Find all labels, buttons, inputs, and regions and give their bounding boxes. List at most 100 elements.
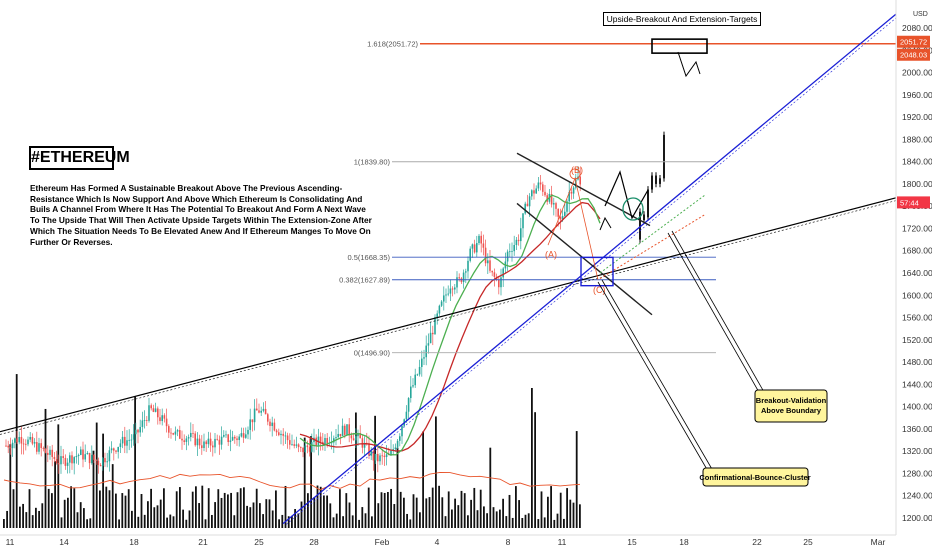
volume-bar xyxy=(211,514,213,528)
candle-body xyxy=(425,345,427,358)
volume-bar xyxy=(396,447,399,528)
volume-bar xyxy=(406,513,408,528)
volume-bar xyxy=(361,507,364,528)
volume-bar xyxy=(326,495,328,528)
candle-body xyxy=(489,260,491,271)
volume-bar xyxy=(524,514,527,528)
candle-body xyxy=(471,244,474,249)
ascending-resistance-line xyxy=(0,197,897,433)
candle-body xyxy=(137,429,139,433)
volume-bar xyxy=(319,486,322,528)
volume-bar xyxy=(454,498,456,528)
volume-bar xyxy=(483,506,485,528)
candle-body xyxy=(60,456,62,465)
volume-bar xyxy=(383,492,386,528)
candle-body xyxy=(520,228,522,242)
volume-bar xyxy=(153,507,156,528)
candle-body xyxy=(99,464,102,467)
candle-body xyxy=(480,235,482,244)
candle-body xyxy=(16,438,18,443)
candle-body xyxy=(363,442,366,448)
wave-path-line xyxy=(547,177,599,280)
volume-bar xyxy=(460,490,463,528)
candle-body xyxy=(33,442,36,444)
candle-body xyxy=(502,268,504,278)
candle-body xyxy=(165,418,168,427)
volume-bar xyxy=(236,492,239,528)
candle-body xyxy=(185,438,188,442)
volume-bar xyxy=(351,515,354,528)
candle-body xyxy=(247,429,249,435)
volume-bar xyxy=(342,516,344,528)
volume-bar xyxy=(294,509,296,528)
candle-body xyxy=(203,441,205,449)
candle-body xyxy=(324,438,326,444)
volume-bar xyxy=(108,490,111,528)
candle-body xyxy=(531,190,533,197)
volume-bar xyxy=(44,408,47,528)
candle-body xyxy=(132,434,135,440)
price-tick-label: 1640.00 xyxy=(902,268,932,278)
volume-bar xyxy=(287,516,290,528)
volume-bar xyxy=(297,513,300,528)
candle-body xyxy=(113,448,115,451)
candle-body xyxy=(557,208,559,217)
volume-bar xyxy=(175,491,178,528)
volume-bar xyxy=(492,507,495,528)
candle-body xyxy=(170,432,172,434)
volume-bar xyxy=(76,512,79,528)
candle-body xyxy=(22,443,25,445)
candle-body xyxy=(330,442,333,444)
volume-bar xyxy=(169,514,172,528)
candle-body xyxy=(275,430,278,433)
candle-body xyxy=(97,460,100,465)
candle-body xyxy=(139,426,141,433)
candle-body xyxy=(214,438,216,448)
volume-bar xyxy=(451,509,453,528)
candle-body xyxy=(572,187,575,194)
blue-support-trendline-dashed xyxy=(285,17,897,525)
time-tick-label: 18 xyxy=(679,537,689,547)
volume-bar xyxy=(579,504,581,528)
volume-bar xyxy=(511,517,514,528)
candle-body xyxy=(280,433,282,436)
candle-body xyxy=(352,438,355,441)
candle-body xyxy=(370,450,372,456)
time-tick-label: 8 xyxy=(506,537,511,547)
candle-body xyxy=(218,439,221,445)
volume-bar xyxy=(124,495,127,528)
price-tick-label: 1480.00 xyxy=(902,357,932,367)
candle-body xyxy=(319,436,322,442)
price-tick-label: 1880.00 xyxy=(902,134,932,144)
time-tick-label: 22 xyxy=(752,537,762,547)
volume-bar xyxy=(57,424,60,528)
candle-body xyxy=(71,455,73,464)
candle-body xyxy=(86,453,89,455)
volume-bar xyxy=(111,464,114,528)
ticker-title: #ETHEREUM xyxy=(29,146,130,170)
volume-bar xyxy=(380,492,383,528)
volume-bar xyxy=(268,499,271,528)
candle-body xyxy=(467,260,469,272)
blue-support-trendline xyxy=(282,13,897,525)
candle-body xyxy=(108,450,111,462)
candle-body xyxy=(190,432,192,438)
volume-bar xyxy=(284,485,287,528)
candle-body xyxy=(152,408,155,412)
candle-body xyxy=(135,429,137,435)
volume-bar xyxy=(374,415,376,528)
candle-body xyxy=(416,374,419,376)
candle-body xyxy=(240,433,243,437)
candle-body xyxy=(460,278,463,283)
candle-body xyxy=(176,430,179,432)
volume-bar xyxy=(198,503,200,528)
callout-pointer xyxy=(667,232,761,395)
candle-body xyxy=(421,358,423,367)
volume-bar xyxy=(35,507,37,528)
candle-body xyxy=(159,417,161,422)
candle-body xyxy=(355,436,357,441)
volume-bar xyxy=(217,489,220,528)
volume-bar xyxy=(230,492,232,528)
candle-body xyxy=(49,449,51,455)
